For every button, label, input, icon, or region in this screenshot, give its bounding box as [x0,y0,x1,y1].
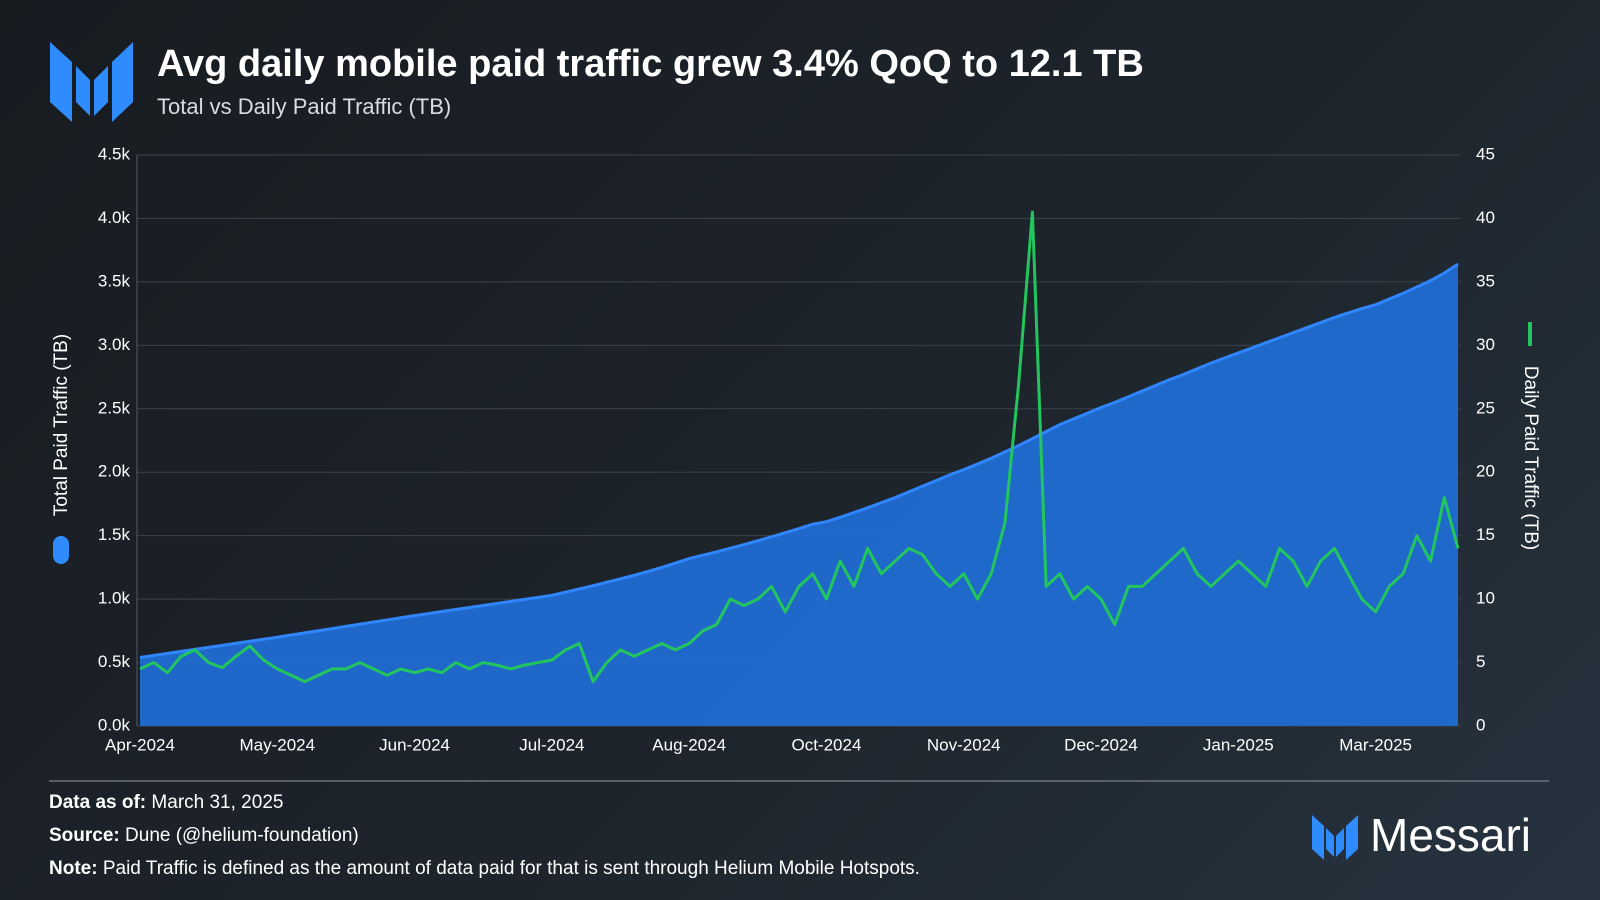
y2-tick-label: 45 [1476,144,1495,163]
footer-line: Note: Paid Traffic is defined as the amo… [49,858,920,879]
logo-shape [1346,815,1358,860]
y-tick-label: 2.5k [98,398,131,417]
y-tick-label: 1.5k [98,525,131,544]
y2-tick-label: 15 [1476,525,1495,544]
x-tick-label: Dec-2024 [1064,735,1138,754]
x-tick-label: Nov-2024 [927,735,1001,754]
plot-area: 0.0k 0.5k 1.0k 1.5k 2.0k 2.5k 3.0k 3.5k 4.0k 4.5k… [98,144,1495,754]
footer-text: Paid Traffic is defined as the amount of… [103,858,920,879]
footer-text: Dune (@helium-foundation) [125,825,359,846]
y2-tick-label: 0 [1476,715,1485,734]
y-tick-label: 4.0k [98,208,131,227]
x-tick-label: Mar-2025 [1339,735,1412,754]
y2-tick-label: 5 [1476,652,1485,671]
y-tick-label: 3.0k [98,335,131,354]
footer-text: March 31, 2025 [151,792,283,813]
chart-subtitle: Total vs Daily Paid Traffic (TB) [157,94,451,119]
y-tick-label: 0.0k [98,715,131,734]
logo [50,42,133,122]
y2-axis-title: Daily Paid Traffic (TB) [1520,366,1541,550]
line [139,210,1460,684]
footer-label: Data as of: [49,792,146,813]
footer-label: Source: [49,825,120,846]
logo-shape [50,42,72,122]
y-tick-label: 4.5k [98,144,131,163]
x-tick-label: Jul-2024 [519,735,584,754]
x-tick-label: Jun-2024 [379,735,450,754]
logo-shape [1336,828,1344,857]
x-tick-label: May-2024 [239,735,315,754]
y2-tick-label: 25 [1476,398,1495,417]
x-tick-label: Jan-2025 [1203,735,1274,754]
logo-shape [94,66,108,116]
x-tick-label: Oct-2024 [791,735,861,754]
y-tick-label: 3.5k [98,271,131,290]
x-tick-label: Aug-2024 [652,735,726,754]
y2-tick-label: 20 [1476,462,1495,481]
footer-line: Source: Dune (@helium-foundation) [49,825,359,846]
y-tick-label: 0.5k [98,652,131,671]
logo-shape [1312,815,1324,860]
y2-tick-label: 10 [1476,589,1495,608]
logo-shape [112,42,133,122]
logo-shape [76,66,90,116]
footer-label: Note: [49,858,98,879]
y2-tick-label: 40 [1476,208,1495,227]
y-axis-title: Total Paid Traffic (TB) [51,334,72,516]
x-tick-label: Apr-2024 [105,735,175,754]
y2-tick-label: 35 [1476,271,1495,290]
logo-shape [1326,828,1334,857]
legend-marker [53,536,69,564]
brand-logo [1312,815,1358,860]
y-tick-label: 2.0k [98,462,131,481]
area-edge [139,262,1459,659]
y2-tick-label: 30 [1476,335,1495,354]
footer-line: Data as of: March 31, 2025 [49,792,283,813]
area [140,264,1458,726]
brand-name: Messari [1370,809,1531,861]
chart-title: Avg daily mobile paid traffic grew 3.4% … [157,43,1144,85]
y-tick-label: 1.0k [98,589,131,608]
